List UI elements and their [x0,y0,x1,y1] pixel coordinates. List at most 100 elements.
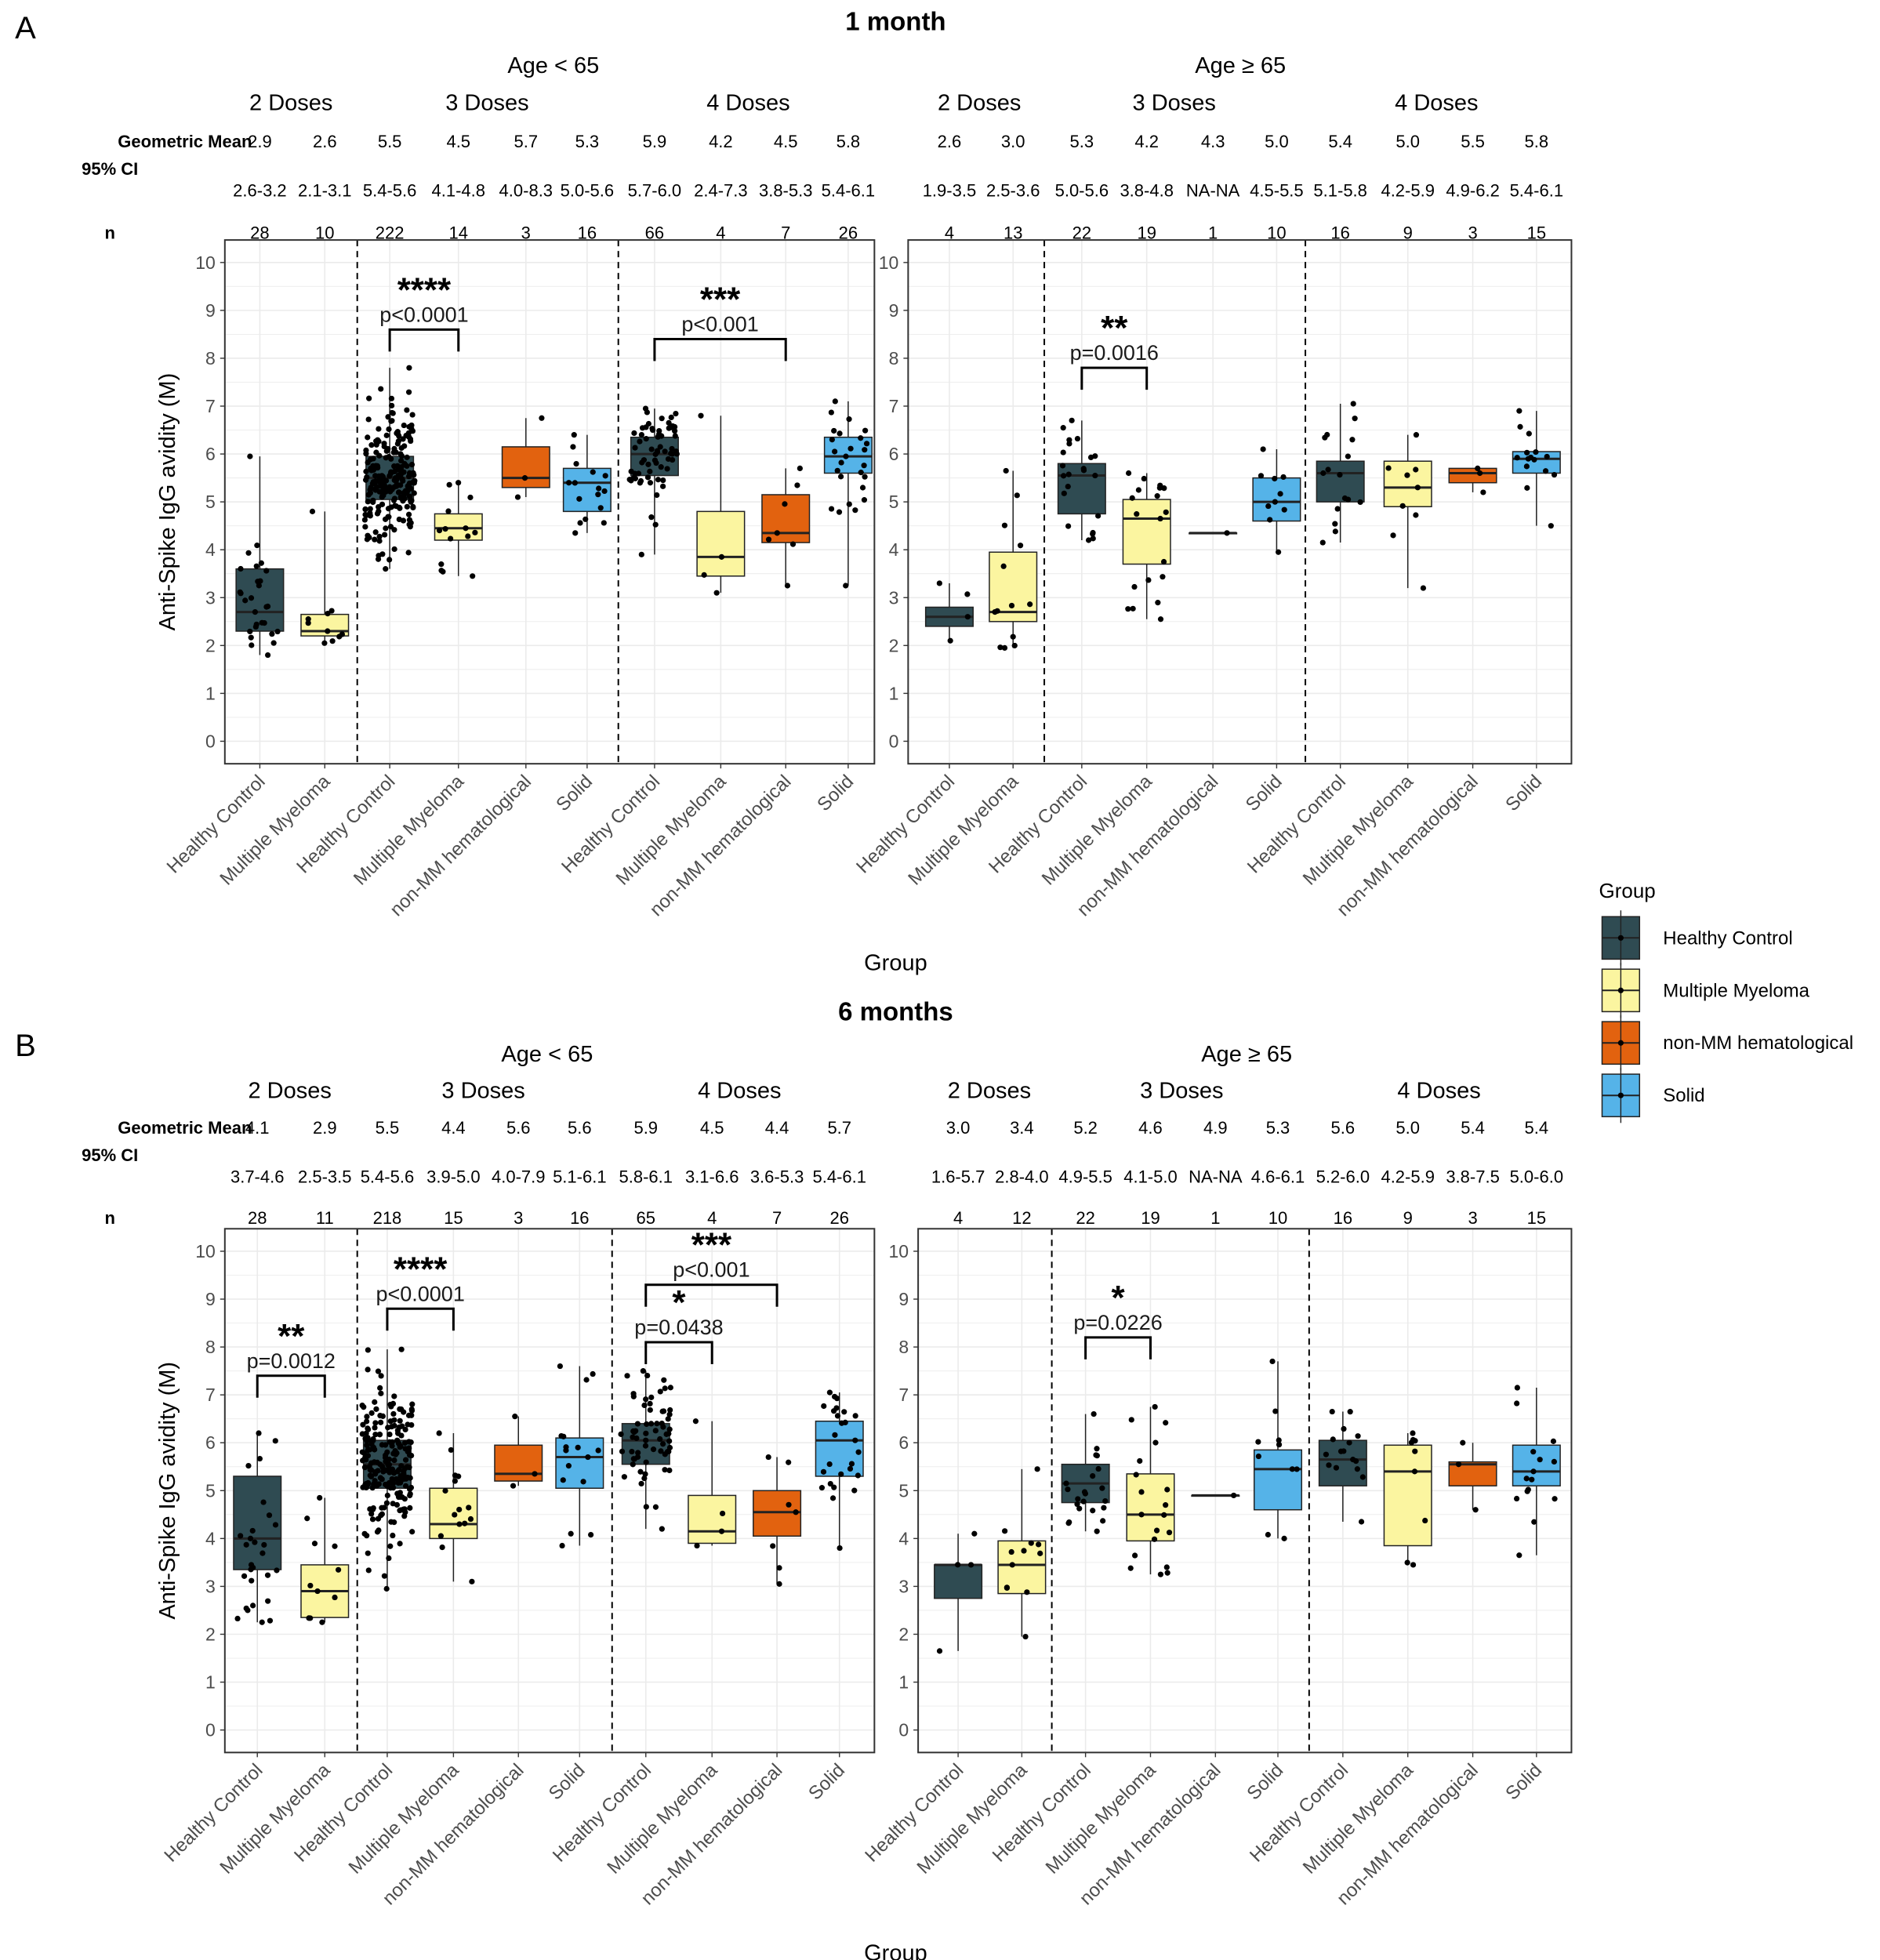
data-point [245,550,252,556]
data-point [257,578,263,584]
data-point [1154,493,1160,499]
geometric-mean-value: 5.4 [1525,1118,1549,1138]
data-point [267,1617,274,1624]
data-point [1524,449,1530,456]
data-point [1094,1446,1100,1452]
n-value: 4 [945,223,954,243]
data-point [465,533,471,539]
data-point [1135,487,1141,493]
data-point [590,469,596,475]
data-point [378,1512,384,1519]
significance-stars: ** [278,1317,305,1356]
data-point [1552,1496,1558,1502]
data-point [365,459,371,466]
data-point [385,1425,391,1431]
data-point [1028,1540,1034,1546]
data-point [1074,1501,1080,1508]
data-point [405,550,412,556]
data-point [1008,602,1015,609]
data-point [666,1438,673,1444]
box [233,1475,282,1570]
data-point [470,573,476,579]
data-point [1137,1457,1143,1465]
data-point [1333,1465,1340,1471]
n-value: 3 [514,1208,523,1228]
data-point [374,1529,381,1535]
data-point [387,1469,393,1475]
data-point [863,441,870,447]
data-point [383,525,389,532]
data-point [408,497,414,504]
data-point [396,516,402,523]
data-point [263,568,270,574]
plot-border [917,1228,1573,1754]
data-point [398,470,405,477]
data-point [410,479,416,485]
data-point [665,1416,671,1422]
data-point [1352,416,1358,422]
data-point [1524,485,1530,491]
data-point [391,463,397,470]
data-point [304,1515,310,1522]
data-point [1269,1358,1276,1365]
n-value: 9 [1403,1208,1413,1228]
data-point [831,1484,837,1490]
data-point [249,1577,255,1584]
n-value: 3 [1468,1208,1477,1228]
data-point [1267,517,1273,523]
data-point [718,1528,725,1534]
data-point [664,1449,671,1455]
stat-label-ci: 95% CI [82,159,138,179]
data-point [786,1459,792,1465]
n-value: 19 [1141,1208,1160,1228]
box [1448,467,1497,484]
data-point [376,553,382,559]
data-point [1017,543,1024,549]
n-value: 12 [1012,1208,1031,1228]
data-point [660,483,666,489]
data-point [858,470,864,476]
data-point [404,407,410,413]
stat-label-geometric-mean: Geometric Mean [118,132,252,151]
data-point [1551,471,1558,478]
geometric-mean-value: 5.4 [1461,1118,1485,1138]
data-point [390,1450,397,1457]
data-point [382,532,388,538]
data-point [241,1573,248,1579]
ci-value: 4.0-8.3 [499,180,553,200]
data-point [406,365,412,371]
data-point [1413,512,1419,518]
facet-title: Age ≥ 65 [1195,53,1286,78]
x-tick-label: Multiple Myeloma [1038,771,1157,890]
n-value: 28 [248,1208,267,1228]
data-point [372,1432,379,1438]
data-point [373,449,379,456]
y-tick-label: 3 [889,587,899,608]
data-point [639,459,645,466]
data-point [381,1573,388,1579]
data-point [666,1411,673,1417]
geometric-mean-value: 5.7 [827,1118,851,1138]
data-point [402,1457,409,1463]
x-tick-label: Solid [1501,1759,1546,1804]
data-point [971,1530,978,1537]
data-point [385,1461,391,1468]
stat-label-n: n [104,223,114,243]
y-tick-label: 7 [889,396,899,416]
data-point [862,474,868,480]
data-point [383,1585,390,1592]
geometric-mean-value: 5.9 [643,132,667,151]
data-point [375,437,381,443]
data-point [397,451,404,457]
data-point [405,511,412,517]
data-point [1065,483,1071,490]
data-point [404,463,410,470]
data-point [1090,1508,1096,1514]
data-point [404,454,410,460]
data-point [862,447,868,453]
data-point [1080,1498,1087,1504]
data-point [1090,535,1096,542]
data-point [365,1567,372,1573]
data-point [719,1510,726,1517]
n-value: 26 [829,1208,848,1228]
